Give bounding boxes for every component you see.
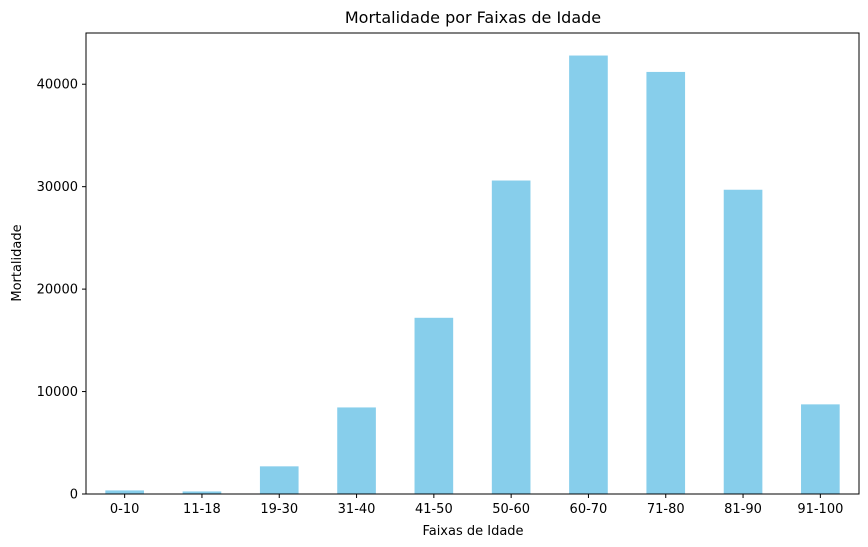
y-tick-label: 30000 xyxy=(37,180,78,195)
bar-31-40 xyxy=(337,407,376,494)
bar-60-70 xyxy=(569,55,608,494)
bar-81-90 xyxy=(723,189,763,495)
bar-91-100 xyxy=(801,404,840,494)
bar-41-50 xyxy=(414,317,454,494)
bar-0-10 xyxy=(105,490,144,494)
y-tick-label: 0 xyxy=(70,488,78,503)
y-tick-label: 10000 xyxy=(37,385,78,400)
x-tick-label: 0-10 xyxy=(110,502,140,517)
plot-area: 0-10 11-18 19-30 31-40 41-50 50-60 60-70 71-80 8… xyxy=(37,55,843,517)
plot-frame xyxy=(85,32,860,495)
x-tick-label: 60-70 xyxy=(570,502,608,517)
x-tick-label: 71-80 xyxy=(647,502,685,517)
x-tick-label: 19-30 xyxy=(260,502,298,517)
x-tick-label: 11-18 xyxy=(183,502,221,517)
x-tick-label: 91-100 xyxy=(797,502,843,517)
bar-11-18 xyxy=(182,491,222,494)
x-tick-label: 50-60 xyxy=(492,502,530,517)
x-tick-label: 31-40 xyxy=(338,502,376,517)
bar-19-30 xyxy=(259,466,299,494)
bar-50-60 xyxy=(491,180,531,494)
chart-title: Mortalidade por Faixas de Idade xyxy=(345,8,601,27)
x-tick-label: 41-50 xyxy=(415,502,453,517)
y-axis-label: Mortalidade xyxy=(10,224,25,301)
bar-71-80 xyxy=(646,71,686,494)
x-tick-label: 81-90 xyxy=(724,502,762,517)
y-tick-label: 40000 xyxy=(37,78,78,93)
x-axis-label: Faixas de Idade xyxy=(422,524,523,539)
y-tick-label: 20000 xyxy=(37,283,78,298)
